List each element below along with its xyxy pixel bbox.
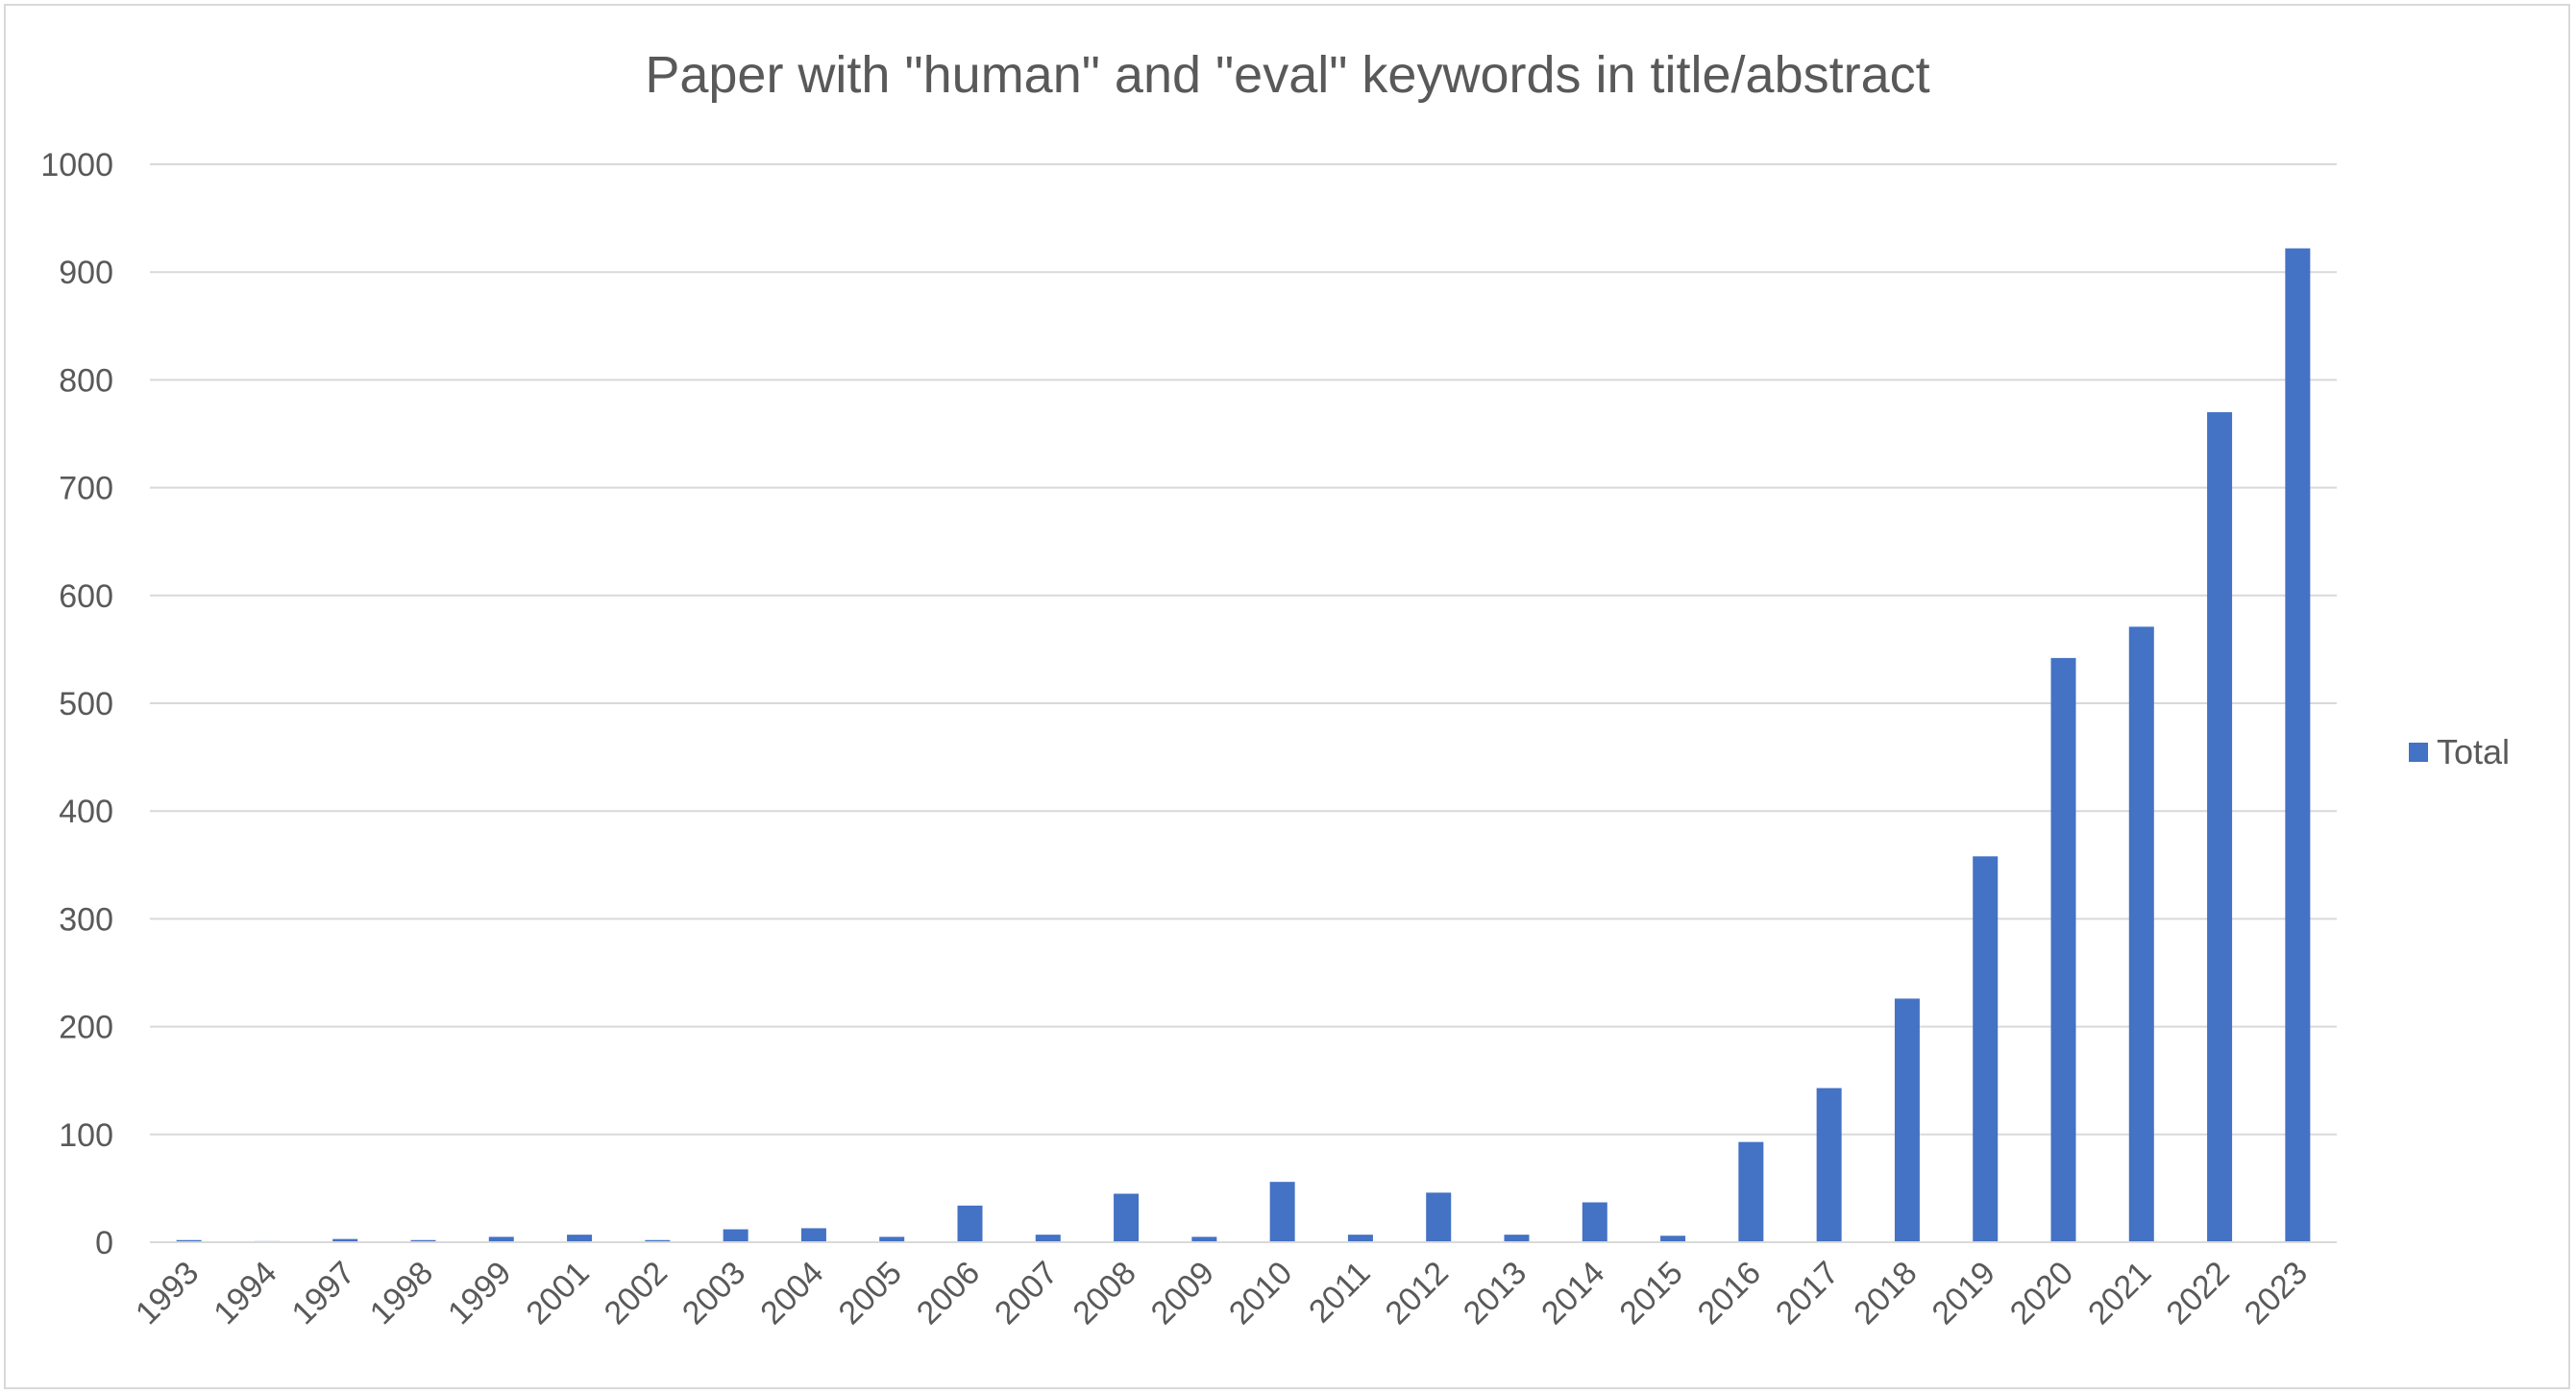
bar-1999: [488, 1236, 514, 1242]
bar-2020: [2050, 657, 2076, 1242]
bar-2008: [1114, 1193, 1140, 1242]
bar-2006: [957, 1205, 983, 1242]
bars: [176, 248, 2311, 1242]
x-tick-label: 1994: [207, 1255, 283, 1332]
x-tick-label: 2014: [1534, 1255, 1611, 1332]
bar-2010: [1269, 1182, 1295, 1242]
x-tick-label: 2006: [910, 1255, 987, 1332]
x-tick-label: 1993: [129, 1255, 206, 1332]
x-tick-label: 2007: [988, 1255, 1065, 1332]
bar-2003: [723, 1229, 748, 1242]
y-axis: 0 100 200 300 400 500 600 700 800 900 1000: [40, 147, 113, 1261]
bar-2018: [1894, 998, 1920, 1242]
y-tick-label: 0: [95, 1225, 113, 1261]
chart-title: Paper with "human" and "eval" keywords i…: [645, 46, 1929, 104]
bar-2016: [1738, 1141, 1764, 1242]
x-tick-label: 2012: [1379, 1255, 1456, 1332]
x-tick-label: 2008: [1066, 1255, 1142, 1332]
x-tick-label: 2009: [1144, 1255, 1221, 1332]
y-tick-label: 300: [59, 901, 113, 938]
x-tick-label: 1999: [441, 1255, 518, 1332]
bar-2019: [1973, 856, 1999, 1242]
x-tick-label: 2003: [675, 1255, 752, 1332]
bar-2001: [567, 1235, 593, 1242]
bar-2011: [1347, 1235, 1373, 1242]
bar-2014: [1582, 1202, 1607, 1242]
x-tick-label: 2022: [2159, 1255, 2236, 1332]
y-tick-label: 1000: [40, 147, 113, 184]
legend-swatch: [2409, 743, 2428, 762]
x-tick-label: 2018: [1847, 1255, 1924, 1332]
bar-2023: [2285, 248, 2311, 1242]
x-tick-label: 1997: [285, 1255, 362, 1332]
x-tick-label: 2015: [1612, 1255, 1689, 1332]
x-tick-label: 2016: [1691, 1255, 1768, 1332]
bar-2012: [1426, 1192, 1452, 1242]
bar-1998: [410, 1239, 436, 1242]
bar-2022: [2207, 412, 2233, 1242]
x-tick-label: 2011: [1302, 1255, 1378, 1331]
y-tick-label: 400: [59, 794, 113, 830]
x-tick-label: 2004: [753, 1255, 830, 1332]
x-tick-label: 2023: [2238, 1255, 2315, 1332]
gridlines: [150, 163, 2337, 1243]
y-tick-label: 200: [59, 1010, 113, 1046]
y-tick-label: 700: [59, 471, 113, 507]
bar-2015: [1660, 1236, 1686, 1242]
bar-1993: [176, 1239, 202, 1242]
x-axis: 1993 1994 1997 1998 1999 2001 2002 2003 2004 2005…: [129, 1241, 2337, 1332]
bar-1997: [332, 1238, 358, 1242]
x-tick-label: 2019: [1926, 1255, 2002, 1332]
x-tick-label: 2002: [598, 1255, 675, 1332]
x-tick-label: 1998: [363, 1255, 440, 1332]
x-tick-label: 2017: [1769, 1255, 1846, 1332]
bar-2002: [645, 1239, 671, 1242]
x-tick-label: 2013: [1457, 1255, 1533, 1332]
y-tick-label: 100: [59, 1117, 113, 1154]
bar-2009: [1191, 1236, 1217, 1242]
bar-2017: [1816, 1088, 1842, 1242]
x-tick-label: 2001: [519, 1255, 596, 1332]
legend-label: Total: [2437, 732, 2510, 771]
x-tick-label: 2010: [1222, 1255, 1299, 1332]
x-tick-label: 2021: [2081, 1255, 2158, 1332]
bar-2005: [879, 1236, 905, 1242]
bar-2013: [1504, 1235, 1530, 1242]
x-tick-label: 2005: [832, 1255, 909, 1332]
bar-2007: [1035, 1235, 1061, 1242]
y-tick-label: 500: [59, 686, 113, 722]
legend: Total: [2409, 732, 2510, 771]
y-tick-label: 600: [59, 578, 113, 615]
x-tick-label: 2020: [2003, 1255, 2080, 1332]
y-tick-label: 800: [59, 362, 113, 399]
bar-2004: [800, 1228, 826, 1242]
y-tick-label: 900: [59, 255, 113, 291]
bar-2021: [2128, 626, 2154, 1242]
